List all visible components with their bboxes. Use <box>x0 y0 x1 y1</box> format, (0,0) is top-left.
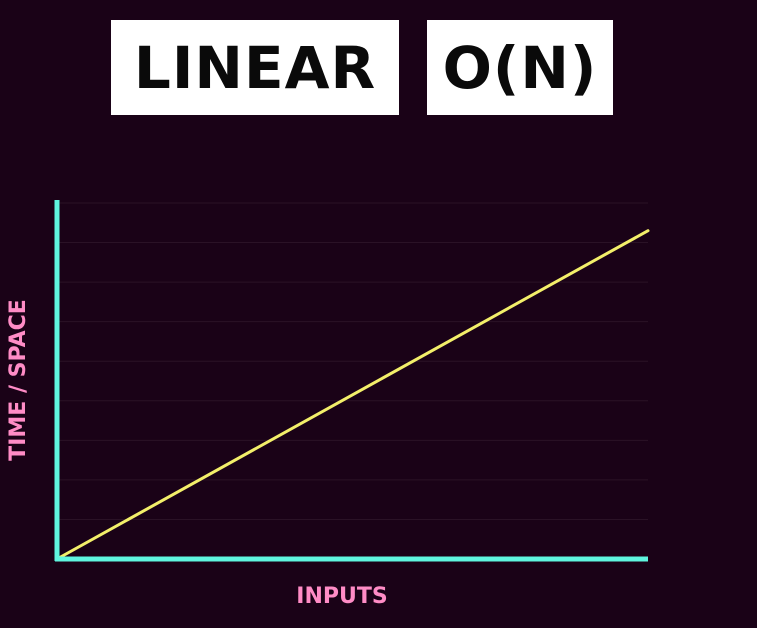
x-axis-label: INPUTS <box>296 584 387 609</box>
grid-lines <box>57 202 648 520</box>
chart-title: LINEAR <box>133 33 377 102</box>
series-group <box>55 229 650 561</box>
title-box: LINEAR <box>111 20 399 115</box>
series-line <box>55 229 650 561</box>
y-axis-label: TIME / SPACE <box>6 299 31 461</box>
complexity-label: O(N) <box>442 33 598 102</box>
complexity-box: O(N) <box>427 20 613 115</box>
